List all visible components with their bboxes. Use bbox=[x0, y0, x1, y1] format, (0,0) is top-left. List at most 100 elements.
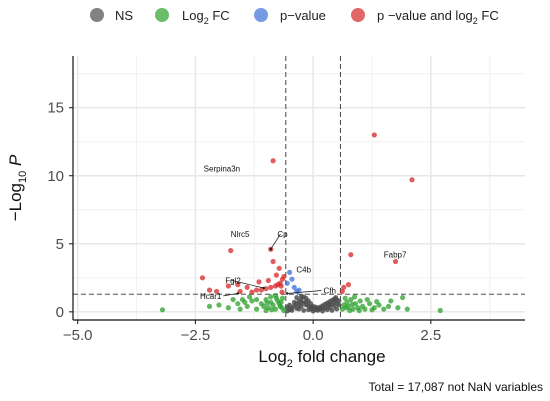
point-p-2 bbox=[291, 284, 297, 290]
point-fc-8 bbox=[254, 306, 260, 312]
point-fc-2 bbox=[216, 302, 222, 308]
point-fc-0 bbox=[159, 307, 166, 313]
gene-arrowhead-2 bbox=[269, 248, 272, 251]
gene-label-cfh: Cfh bbox=[323, 286, 335, 295]
y-axis-title: −Log10 P bbox=[6, 154, 29, 221]
point-both-16 bbox=[206, 287, 213, 293]
point-p-4 bbox=[284, 280, 290, 286]
point-both-23 bbox=[256, 279, 262, 285]
point-fc-54 bbox=[342, 295, 348, 301]
gene-label-cp: Cp bbox=[277, 230, 288, 239]
x-tick-label-1: −2.5 bbox=[181, 327, 211, 344]
x-tick-label-0: −5.0 bbox=[63, 327, 93, 344]
point-fc-39 bbox=[348, 296, 354, 303]
point-fc-20 bbox=[261, 303, 267, 309]
point-fc-3 bbox=[225, 305, 231, 311]
point-ns-43 bbox=[291, 299, 297, 305]
point-both-20 bbox=[265, 277, 271, 284]
point-ns-24 bbox=[301, 308, 307, 313]
data-points bbox=[159, 132, 443, 314]
point-fc-17 bbox=[279, 295, 286, 301]
point-both-18 bbox=[237, 288, 243, 295]
point-fc-12 bbox=[268, 294, 274, 300]
point-fc-62 bbox=[349, 301, 355, 307]
point-fc-6 bbox=[244, 303, 250, 309]
point-fc-4 bbox=[235, 301, 241, 307]
point-both-5 bbox=[279, 276, 286, 282]
point-fc-29 bbox=[273, 295, 279, 301]
point-ns-61 bbox=[298, 293, 304, 299]
point-both-31 bbox=[339, 288, 345, 295]
point-both-28 bbox=[409, 177, 415, 183]
point-fc-7 bbox=[249, 298, 255, 304]
point-fc-27 bbox=[278, 299, 284, 305]
point-both-27 bbox=[371, 132, 377, 138]
point-fc-37 bbox=[344, 299, 350, 305]
point-both-12 bbox=[254, 287, 260, 293]
point-ns-58 bbox=[320, 305, 325, 311]
point-fc-32 bbox=[242, 299, 248, 305]
grid-lines bbox=[73, 56, 525, 320]
point-p-5 bbox=[296, 287, 302, 293]
y-tick-label-1: 5 bbox=[56, 236, 64, 253]
point-fc-43 bbox=[357, 298, 363, 304]
legend-swatch-ns bbox=[90, 8, 104, 22]
legend-label-fc: Log2 FC bbox=[182, 8, 230, 26]
point-ns-57 bbox=[310, 306, 316, 311]
point-fc-63 bbox=[374, 299, 380, 305]
point-p-1 bbox=[289, 276, 295, 282]
point-both-32 bbox=[341, 284, 347, 290]
point-both-0 bbox=[270, 158, 276, 164]
point-ns-59 bbox=[315, 306, 321, 312]
y-tick-label-3: 15 bbox=[47, 100, 64, 117]
x-axis-title: Log2 fold change bbox=[258, 347, 385, 370]
point-both-14 bbox=[235, 282, 241, 288]
point-p-0 bbox=[286, 269, 293, 275]
point-ns-33 bbox=[294, 306, 300, 311]
point-fc-58 bbox=[364, 296, 370, 303]
point-fc-51 bbox=[395, 305, 401, 311]
point-ns-32 bbox=[289, 308, 295, 313]
point-both-15 bbox=[225, 283, 231, 289]
point-ns-60 bbox=[294, 295, 300, 300]
point-fc-60 bbox=[388, 298, 394, 304]
gene-label-c4b: C4b bbox=[296, 265, 311, 274]
legend-label-both: p −value and log2 FC bbox=[377, 8, 499, 26]
legend-label-ns: NS bbox=[115, 8, 133, 23]
point-both-9 bbox=[268, 284, 274, 290]
gene-label-hcar1: Hcar1 bbox=[200, 292, 222, 301]
point-both-24 bbox=[273, 272, 279, 278]
point-both-8 bbox=[272, 283, 279, 289]
gene-label-serpina3n: Serpina3n bbox=[204, 165, 240, 174]
point-both-11 bbox=[258, 287, 264, 293]
point-both-13 bbox=[244, 284, 250, 290]
legend-swatch-p bbox=[254, 8, 268, 22]
point-both-17 bbox=[199, 275, 206, 281]
gene-label-fabp7: Fabp7 bbox=[384, 250, 407, 259]
point-ns-51 bbox=[303, 299, 309, 305]
legend-swatch-both bbox=[351, 8, 365, 22]
point-fc-53 bbox=[437, 307, 443, 314]
gene-label-nlrc5: Nlrc5 bbox=[231, 230, 250, 239]
point-fc-25 bbox=[246, 294, 253, 300]
point-ns-53 bbox=[331, 299, 337, 305]
point-fc-24 bbox=[230, 296, 236, 303]
point-fc-33 bbox=[279, 305, 285, 311]
gene-arrowhead-5 bbox=[286, 292, 289, 295]
point-fc-19 bbox=[254, 296, 260, 303]
legend-swatch-fc bbox=[155, 8, 169, 22]
threshold-lines bbox=[73, 56, 525, 320]
point-ns-62 bbox=[333, 295, 339, 300]
gene-connector-4 bbox=[231, 279, 264, 289]
point-both-33 bbox=[345, 282, 352, 288]
point-fc-55 bbox=[347, 307, 353, 314]
gene-connector-5 bbox=[287, 290, 322, 294]
point-ns-50 bbox=[298, 299, 304, 305]
axis-ticks: −5.0 −2.5 0.0 2.5 0 5 10 15 bbox=[47, 100, 441, 344]
gene-arrowhead-4 bbox=[262, 286, 265, 290]
point-ns-55 bbox=[336, 302, 342, 308]
gene-annotations: Serpina3n Nlrc5 Cp C4b Fgl2 Cfh Hcar1 Fabp7 bbox=[200, 165, 407, 301]
point-both-26 bbox=[278, 283, 284, 289]
point-fc-31 bbox=[264, 300, 270, 306]
